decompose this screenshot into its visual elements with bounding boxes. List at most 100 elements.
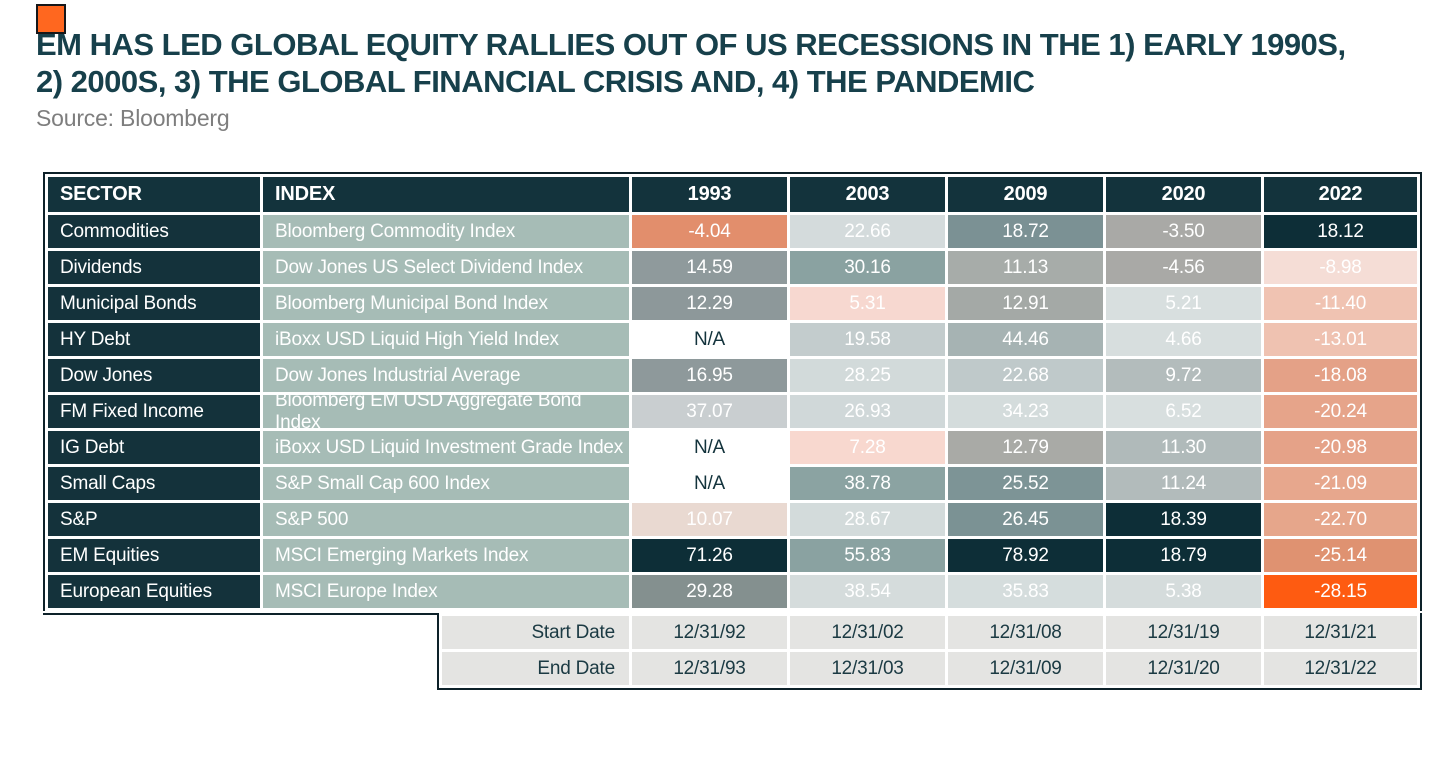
value-cell: -3.50 <box>1106 215 1261 248</box>
accent-square <box>36 4 66 34</box>
value-cell: 5.21 <box>1106 287 1261 320</box>
value-cell: 55.83 <box>790 539 945 572</box>
index-cell: MSCI Emerging Markets Index <box>263 539 629 572</box>
source-label: Source: Bloomberg <box>36 105 230 131</box>
value-cell: 44.46 <box>948 323 1103 356</box>
sector-cell: Municipal Bonds <box>48 287 260 320</box>
date-cell: 12/31/09 <box>948 652 1103 685</box>
value-cell: 29.28 <box>632 575 787 608</box>
index-cell: S&P Small Cap 600 Index <box>263 467 629 500</box>
header-cell-index: INDEX <box>263 177 629 212</box>
value-cell: -28.15 <box>1264 575 1417 608</box>
header-cell-1993: 1993 <box>632 177 787 212</box>
table-body: Commodities Bloomberg Commodity Index -4.0… <box>48 215 1417 608</box>
header-cell-2003: 2003 <box>790 177 945 212</box>
value-cell: 28.67 <box>790 503 945 536</box>
value-cell: 26.93 <box>790 395 945 428</box>
value-cell: N/A <box>632 431 787 464</box>
index-cell: iBoxx USD Liquid High Yield Index <box>263 323 629 356</box>
value-cell: 11.24 <box>1106 467 1261 500</box>
value-cell: 18.79 <box>1106 539 1261 572</box>
value-cell: 25.52 <box>948 467 1103 500</box>
value-cell: -18.08 <box>1264 359 1417 392</box>
value-cell: -8.98 <box>1264 251 1417 284</box>
value-cell: 14.59 <box>632 251 787 284</box>
sector-cell: HY Debt <box>48 323 260 356</box>
value-cell: 78.92 <box>948 539 1103 572</box>
date-cell: 12/31/21 <box>1264 616 1417 649</box>
value-cell: 12.79 <box>948 431 1103 464</box>
date-cell: 12/31/92 <box>632 616 787 649</box>
sector-cell: FM Fixed Income <box>48 395 260 428</box>
header-cell-sector: SECTOR <box>48 177 260 212</box>
value-cell: -22.70 <box>1264 503 1417 536</box>
value-cell: 7.28 <box>790 431 945 464</box>
title-line-2: 2) 2000s, 3) THE GLOBAL FINANCIAL CRISIS… <box>36 64 1035 99</box>
value-cell: 10.07 <box>632 503 787 536</box>
value-cell: N/A <box>632 467 787 500</box>
value-cell: 9.72 <box>1106 359 1261 392</box>
value-cell: 22.66 <box>790 215 945 248</box>
value-cell: 6.52 <box>1106 395 1261 428</box>
index-cell: Bloomberg Municipal Bond Index <box>263 287 629 320</box>
value-cell: 38.78 <box>790 467 945 500</box>
sector-cell: S&P <box>48 503 260 536</box>
value-cell: 5.38 <box>1106 575 1261 608</box>
sector-cell: Commodities <box>48 215 260 248</box>
value-cell: 38.54 <box>790 575 945 608</box>
returns-table: SECTOR INDEX 1993 2003 2009 2020 2022 Commodit… <box>43 172 1422 611</box>
index-cell: iBoxx USD Liquid Investment Grade Index <box>263 431 629 464</box>
index-cell: Bloomberg EM USD Aggregate Bond Index <box>263 390 629 433</box>
value-cell: 16.95 <box>632 359 787 392</box>
date-cell: 12/31/20 <box>1106 652 1261 685</box>
sector-cell: Small Caps <box>48 467 260 500</box>
index-cell: S&P 500 <box>263 503 629 536</box>
value-cell: 11.13 <box>948 251 1103 284</box>
value-cell: N/A <box>632 323 787 356</box>
value-cell: 4.66 <box>1106 323 1261 356</box>
value-cell: -20.24 <box>1264 395 1417 428</box>
sector-cell: European Equities <box>48 575 260 608</box>
value-cell: 12.91 <box>948 287 1103 320</box>
value-cell: -20.98 <box>1264 431 1417 464</box>
index-cell: Dow Jones US Select Dividend Index <box>263 251 629 284</box>
value-cell: -4.56 <box>1106 251 1261 284</box>
date-cell: 12/31/19 <box>1106 616 1261 649</box>
header-cell-2020: 2020 <box>1106 177 1261 212</box>
date-cell: 12/31/22 <box>1264 652 1417 685</box>
sector-cell: Dow Jones <box>48 359 260 392</box>
value-cell: 19.58 <box>790 323 945 356</box>
sector-cell: IG Debt <box>48 431 260 464</box>
value-cell: 30.16 <box>790 251 945 284</box>
value-cell: 34.23 <box>948 395 1103 428</box>
date-rows: Start Date 12/31/92 12/31/02 12/31/08 12/31/… <box>442 616 1417 685</box>
index-cell: MSCI Europe Index <box>263 575 629 608</box>
date-label: End Date <box>442 652 629 685</box>
date-footer: Start Date 12/31/92 12/31/02 12/31/08 12/31/… <box>437 613 1422 690</box>
value-cell: 18.72 <box>948 215 1103 248</box>
header-cell-2022: 2022 <box>1264 177 1417 212</box>
sector-cell: EM Equities <box>48 539 260 572</box>
value-cell: 5.31 <box>790 287 945 320</box>
value-cell: 22.68 <box>948 359 1103 392</box>
value-cell: 35.83 <box>948 575 1103 608</box>
value-cell: 18.12 <box>1264 215 1417 248</box>
value-cell: 11.30 <box>1106 431 1261 464</box>
date-cell: 12/31/93 <box>632 652 787 685</box>
index-cell: Dow Jones Industrial Average <box>263 359 629 392</box>
table-bottom-border <box>43 613 439 615</box>
value-cell: -25.14 <box>1264 539 1417 572</box>
date-label: Start Date <box>442 616 629 649</box>
table-header-row: SECTOR INDEX 1993 2003 2009 2020 2022 <box>48 177 1417 212</box>
date-cell: 12/31/03 <box>790 652 945 685</box>
value-cell: -4.04 <box>632 215 787 248</box>
title-line-1: EM HAS LED GLOBAL EQUITY RALLIES OUT OF … <box>36 27 1346 62</box>
sector-cell: Dividends <box>48 251 260 284</box>
header-cell-2009: 2009 <box>948 177 1103 212</box>
value-cell: 71.26 <box>632 539 787 572</box>
value-cell: 37.07 <box>632 395 787 428</box>
value-cell: 18.39 <box>1106 503 1261 536</box>
value-cell: -11.40 <box>1264 287 1417 320</box>
date-cell: 12/31/02 <box>790 616 945 649</box>
